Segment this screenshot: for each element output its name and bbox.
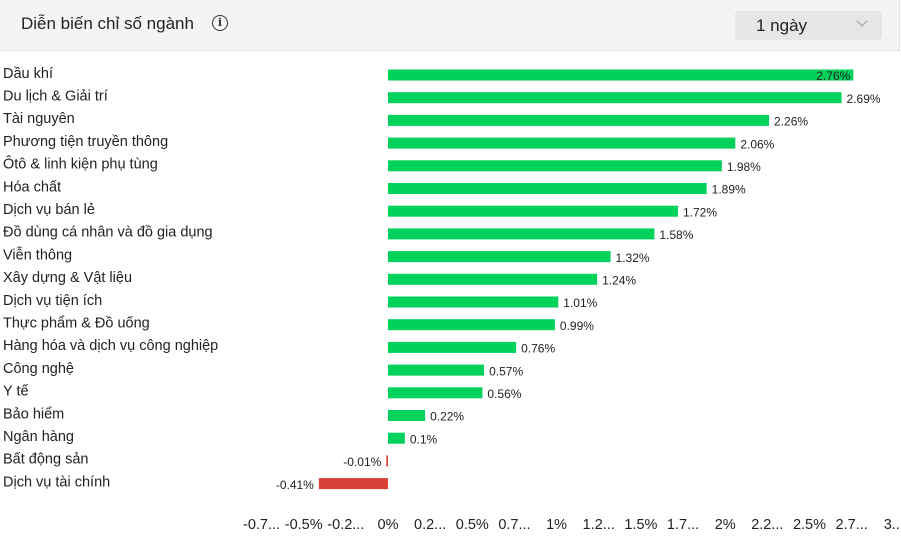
- category-label: Bảo hiểm: [3, 406, 64, 422]
- page-title: Diễn biến chỉ số ngành: [21, 14, 194, 33]
- category-label: Thực phẩm & Đồ uống: [3, 316, 150, 332]
- value-label: 1.98%: [727, 160, 761, 174]
- bar: [388, 341, 517, 353]
- x-tick-label: 2.7...: [836, 517, 868, 533]
- category-label: Dịch vụ tài chính: [3, 474, 110, 490]
- category-label: Phương tiện truyền thông: [3, 134, 168, 150]
- x-tick-label: -0.2...: [327, 517, 364, 533]
- x-tick-label: -0.7...: [243, 517, 280, 533]
- value-label: 0.56%: [487, 387, 521, 401]
- x-tick-label: 0.7...: [498, 517, 530, 533]
- category-label: Dịch vụ bán lẻ: [3, 202, 95, 218]
- category-label: Hàng hóa và dịch vụ công nghiệp: [3, 338, 218, 354]
- value-label: 2.76%: [816, 69, 850, 83]
- chart-header: Diễn biến chỉ số ngành i 1 ngày: [0, 0, 900, 51]
- x-tick-label: -0.5%: [285, 517, 323, 533]
- bar: [388, 69, 854, 81]
- value-label: 1.01%: [563, 296, 597, 310]
- x-tick-label: 2.2...: [751, 517, 783, 533]
- value-label: 2.69%: [847, 92, 881, 106]
- bar: [388, 296, 559, 308]
- bar: [388, 228, 655, 240]
- bar: [388, 160, 722, 172]
- value-label: 0.99%: [560, 319, 594, 333]
- value-label: 2.06%: [740, 137, 774, 151]
- period-select-value: 1 ngày: [756, 16, 808, 35]
- info-icon[interactable]: i: [212, 15, 228, 31]
- category-label: Dầu khí: [3, 66, 53, 82]
- x-tick-label: 3...: [884, 517, 901, 533]
- category-label: Dịch vụ tiện ích: [3, 293, 102, 309]
- category-label: Công nghệ: [3, 361, 74, 377]
- x-tick-label: 1.7...: [667, 517, 699, 533]
- bar: [388, 319, 555, 331]
- x-tick-label: 0.2...: [414, 517, 446, 533]
- bar: [388, 92, 842, 104]
- value-label: 0.57%: [489, 364, 523, 378]
- value-label: -0.01%: [343, 455, 381, 469]
- category-label: Đồ dùng cá nhân và đồ gia dụng: [3, 225, 213, 241]
- bar: [388, 273, 598, 285]
- value-label: -0.41%: [276, 478, 314, 492]
- bar: [388, 251, 611, 263]
- value-label: 0.76%: [521, 342, 555, 356]
- value-label: 1.89%: [712, 183, 746, 197]
- value-label: 1.24%: [602, 273, 636, 287]
- bar: [388, 432, 405, 444]
- bar: [386, 455, 388, 467]
- category-label: Xây dựng & Vật liệu: [3, 270, 132, 286]
- bar: [388, 387, 483, 399]
- bar: [388, 137, 736, 149]
- bar: [318, 478, 388, 490]
- category-label: Ngân hàng: [3, 429, 74, 445]
- period-select[interactable]: 1 ngày: [735, 11, 882, 40]
- category-label: Bất động sản: [3, 452, 88, 468]
- x-tick-label: 2%: [715, 517, 736, 533]
- sector-bar-chart: Dầu khí 2.76% Du lịch & Giải trí 2.69% Tài n…: [3, 66, 901, 533]
- x-tick-label: 1.5%: [624, 517, 657, 533]
- bar: [388, 205, 678, 217]
- category-label: Y tế: [3, 384, 29, 400]
- category-label: Viễn thông: [3, 246, 72, 263]
- bar: [388, 183, 707, 194]
- value-label: 0.1%: [410, 432, 438, 446]
- value-label: 0.22%: [430, 410, 464, 424]
- chevron-down-icon: [856, 15, 868, 27]
- bar: [388, 410, 426, 421]
- category-label: Tài nguyên: [3, 111, 75, 127]
- x-tick-label: 1%: [546, 517, 567, 533]
- category-label: Hóa chất: [3, 179, 61, 195]
- category-label: Ôtô & linh kiện phụ tùng: [3, 156, 158, 173]
- x-tick-label: 1.2...: [583, 517, 615, 533]
- value-label: 2.26%: [774, 115, 808, 129]
- x-tick-label: 2.5%: [793, 517, 826, 533]
- value-label: 1.58%: [659, 228, 693, 242]
- bar: [388, 364, 485, 376]
- x-tick-label: 0.5%: [456, 517, 489, 533]
- x-tick-label: 0%: [378, 517, 399, 533]
- value-label: 1.72%: [683, 205, 717, 219]
- value-label: 1.32%: [616, 251, 650, 265]
- category-label: Du lịch & Giải trí: [3, 89, 108, 105]
- bar: [388, 114, 770, 126]
